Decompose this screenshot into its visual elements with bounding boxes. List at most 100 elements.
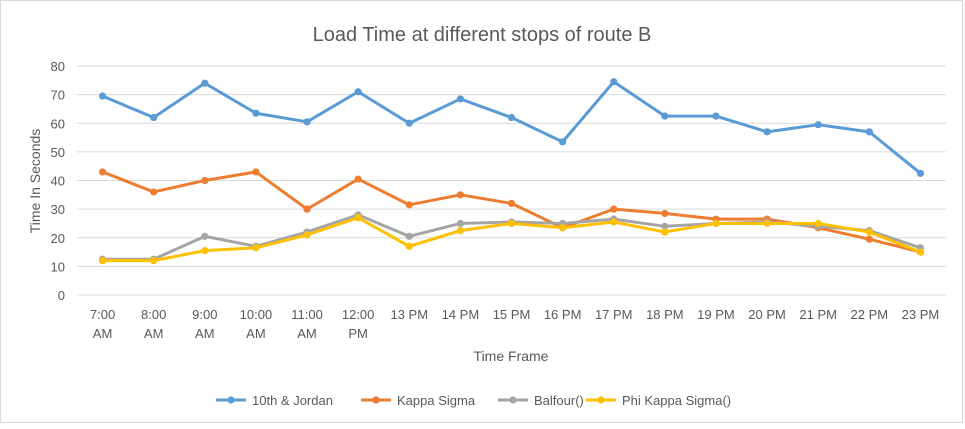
legend-swatch-marker [509,396,517,404]
x-tick-label: 22 PM [851,307,889,322]
data-point-balfour [201,232,209,240]
x-tick-label: 13 PM [390,307,428,322]
data-point-kappa-sigma [303,205,311,213]
data-point-10th-jordan [98,92,107,100]
x-tick-label: 10:00 AM [240,307,273,341]
x-tick-label: 14 PM [442,307,480,322]
data-point-phi-kappa-sigma [865,228,873,236]
gridlines [77,65,946,296]
data-point-10th-jordan [661,112,669,120]
x-tick-label: 11:00 AM [291,307,323,341]
data-point-kappa-sigma [405,201,413,209]
data-point-kappa-sigma [98,168,107,176]
data-point-10th-jordan [456,95,464,103]
x-axis-label: Time Frame [474,348,549,364]
legend-swatch-marker [372,396,380,404]
data-point-10th-jordan [814,121,822,129]
data-point-phi-kappa-sigma [712,219,720,228]
y-tick-label: 0 [58,288,65,303]
series-phi-kappa-sigma [98,214,925,265]
data-point-phi-kappa-sigma [916,248,925,256]
data-point-kappa-sigma [610,205,618,213]
x-tick-label: 20 PM [748,307,786,322]
x-tick-label: 17 PM [595,307,633,322]
legend-item-kappa-sigma: Kappa Sigma [361,393,476,408]
legend-item-phi-kappa-sigma: Phi Kappa Sigma() [586,393,731,408]
x-tick-label: 15 PM [493,307,531,322]
x-tick-label: 19 PM [697,307,735,322]
data-point-phi-kappa-sigma [610,218,618,226]
x-tick-label: 21 PM [799,307,837,322]
series-group [98,78,925,265]
legend-label: Kappa Sigma [397,393,476,408]
data-point-phi-kappa-sigma [763,219,771,228]
data-point-10th-jordan [559,138,567,146]
y-tick-label: 40 [51,174,65,189]
y-tick-label: 50 [51,145,65,160]
legend-item-10th-jordan: 10th & Jordan [216,393,333,408]
data-point-balfour [405,232,413,240]
data-point-10th-jordan [610,78,618,86]
data-point-kappa-sigma [150,188,158,196]
y-axis-ticks: 0 10 20 30 40 50 60 70 80 [51,59,65,303]
data-point-10th-jordan [252,109,260,117]
legend-label: Balfour() [534,393,584,408]
data-point-10th-jordan [507,113,516,122]
legend-swatch-marker [597,396,605,404]
series-balfour [98,211,925,263]
legend: 10th & Jordan Kappa Sigma Balfour() Phi Kap… [216,393,731,408]
data-point-phi-kappa-sigma [507,219,516,228]
legend-item-balfour: Balfour() [498,393,584,408]
data-point-phi-kappa-sigma [303,231,311,239]
y-tick-label: 70 [51,88,65,103]
data-point-phi-kappa-sigma [150,257,158,265]
data-point-phi-kappa-sigma [661,228,669,236]
data-point-phi-kappa-sigma [354,214,362,222]
y-axis-label: Time In Seconds [27,129,43,234]
y-tick-label: 20 [51,231,65,246]
x-tick-label: 9:00 AM [192,307,217,341]
data-point-10th-jordan [303,118,311,126]
data-point-phi-kappa-sigma [405,242,413,250]
legend-label: Phi Kappa Sigma() [622,393,731,408]
x-tick-label: 23 PM [902,307,940,322]
data-point-10th-jordan [865,128,873,136]
y-tick-label: 30 [51,202,65,217]
data-point-10th-jordan [763,128,771,136]
x-tick-label: 12:00 PM [342,307,375,341]
x-tick-label: 7:00 AM [90,307,115,341]
data-point-phi-kappa-sigma [814,219,822,228]
series-kappa-sigma [98,168,925,256]
data-point-kappa-sigma [661,209,669,218]
data-point-10th-jordan [405,119,413,127]
y-tick-label: 60 [51,116,65,131]
data-point-10th-jordan [201,79,209,87]
legend-label: 10th & Jordan [252,393,333,408]
series-10th-jordan [98,78,925,177]
legend-swatch-marker [227,396,235,404]
x-tick-label: 18 PM [646,307,684,322]
y-tick-label: 10 [51,259,65,274]
x-tick-label: 8:00 AM [141,307,166,341]
data-point-phi-kappa-sigma [98,257,107,265]
data-point-balfour [661,222,669,230]
data-point-kappa-sigma [865,235,873,243]
data-point-phi-kappa-sigma [201,247,209,255]
x-axis-ticks: 7:00 AM 8:00 AM 9:00 AM 10:00 AM 11:00 AM 12:00 PM 1… [90,307,939,341]
data-point-balfour [456,219,464,228]
series-line-10th-jordan [101,80,922,175]
data-point-kappa-sigma [507,199,516,207]
data-point-10th-jordan [150,113,158,122]
chart-title: Load Time at different stops of route B [313,24,652,46]
data-point-kappa-sigma [456,191,464,199]
y-tick-label: 80 [51,59,65,74]
data-point-10th-jordan [916,169,925,177]
data-point-kappa-sigma [252,168,260,176]
data-point-phi-kappa-sigma [456,226,464,235]
data-point-phi-kappa-sigma [559,224,567,232]
data-point-10th-jordan [354,88,362,96]
data-point-kappa-sigma [354,175,362,183]
data-point-10th-jordan [712,112,720,120]
